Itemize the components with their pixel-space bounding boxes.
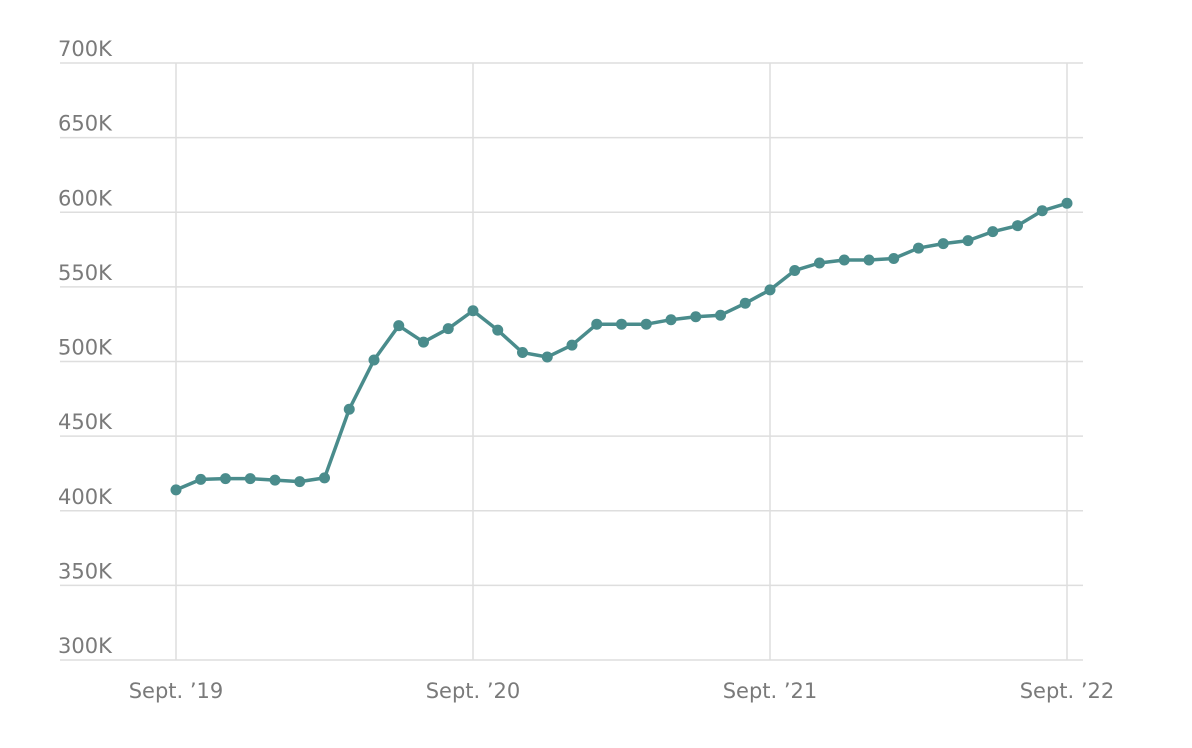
data-point	[442, 323, 454, 335]
y-tick-label: 550K	[58, 261, 113, 285]
data-point	[517, 347, 528, 359]
data-point	[715, 309, 726, 321]
data-point	[764, 284, 776, 296]
data-point	[640, 318, 652, 330]
data-point	[170, 484, 182, 496]
data-point	[319, 472, 330, 484]
data-point	[616, 318, 627, 330]
y-tick-label: 300K	[58, 634, 113, 658]
horizontal-gridlines	[60, 62, 1083, 661]
data-point	[690, 311, 702, 323]
data-point	[789, 264, 801, 276]
data-point	[492, 324, 504, 336]
data-point	[1036, 205, 1048, 217]
y-tick-label: 350K	[58, 559, 113, 583]
series-line	[174, 201, 1069, 492]
data-point	[541, 351, 553, 363]
data-point	[343, 403, 355, 415]
y-tick-label: 450K	[58, 410, 113, 434]
data-point	[863, 254, 875, 266]
y-tick-label: 700K	[58, 37, 113, 61]
y-tick-label: 650K	[58, 112, 113, 136]
data-point	[393, 320, 405, 332]
data-point	[739, 297, 751, 309]
data-point	[1061, 197, 1073, 209]
data-point	[913, 242, 924, 254]
data-point	[888, 253, 900, 265]
data-point	[665, 314, 677, 326]
x-tick-label: Sept. ’21	[723, 679, 818, 703]
x-tick-label: Sept. ’22	[1020, 679, 1115, 703]
data-point	[467, 305, 479, 317]
data-point	[962, 235, 974, 247]
data-point	[244, 473, 256, 485]
data-point	[418, 336, 429, 348]
data-point	[220, 473, 231, 485]
data-point	[368, 354, 380, 366]
data-point	[294, 476, 306, 488]
data-point	[937, 238, 949, 250]
data-point	[591, 318, 603, 330]
y-tick-label: 500K	[58, 336, 113, 360]
x-tick-label: Sept. ’20	[426, 679, 521, 703]
data-point	[1012, 220, 1023, 232]
vertical-gridlines	[175, 63, 1068, 660]
y-axis-tick-labels: 300K 350K 400K 450K 500K 550K 600K 650K 700K	[58, 37, 113, 658]
data-point	[987, 226, 999, 238]
y-tick-label: 600K	[58, 186, 113, 210]
x-tick-label: Sept. ’19	[129, 679, 224, 703]
x-axis-tick-labels: Sept. ’19 Sept. ’20 Sept. ’21 Sept. ’22	[129, 679, 1115, 703]
data-point	[195, 473, 207, 485]
y-tick-label: 400K	[58, 485, 113, 509]
series-group	[170, 197, 1073, 496]
data-point	[566, 339, 578, 351]
data-point	[838, 254, 850, 266]
data-point	[269, 474, 281, 486]
data-point	[814, 257, 825, 269]
